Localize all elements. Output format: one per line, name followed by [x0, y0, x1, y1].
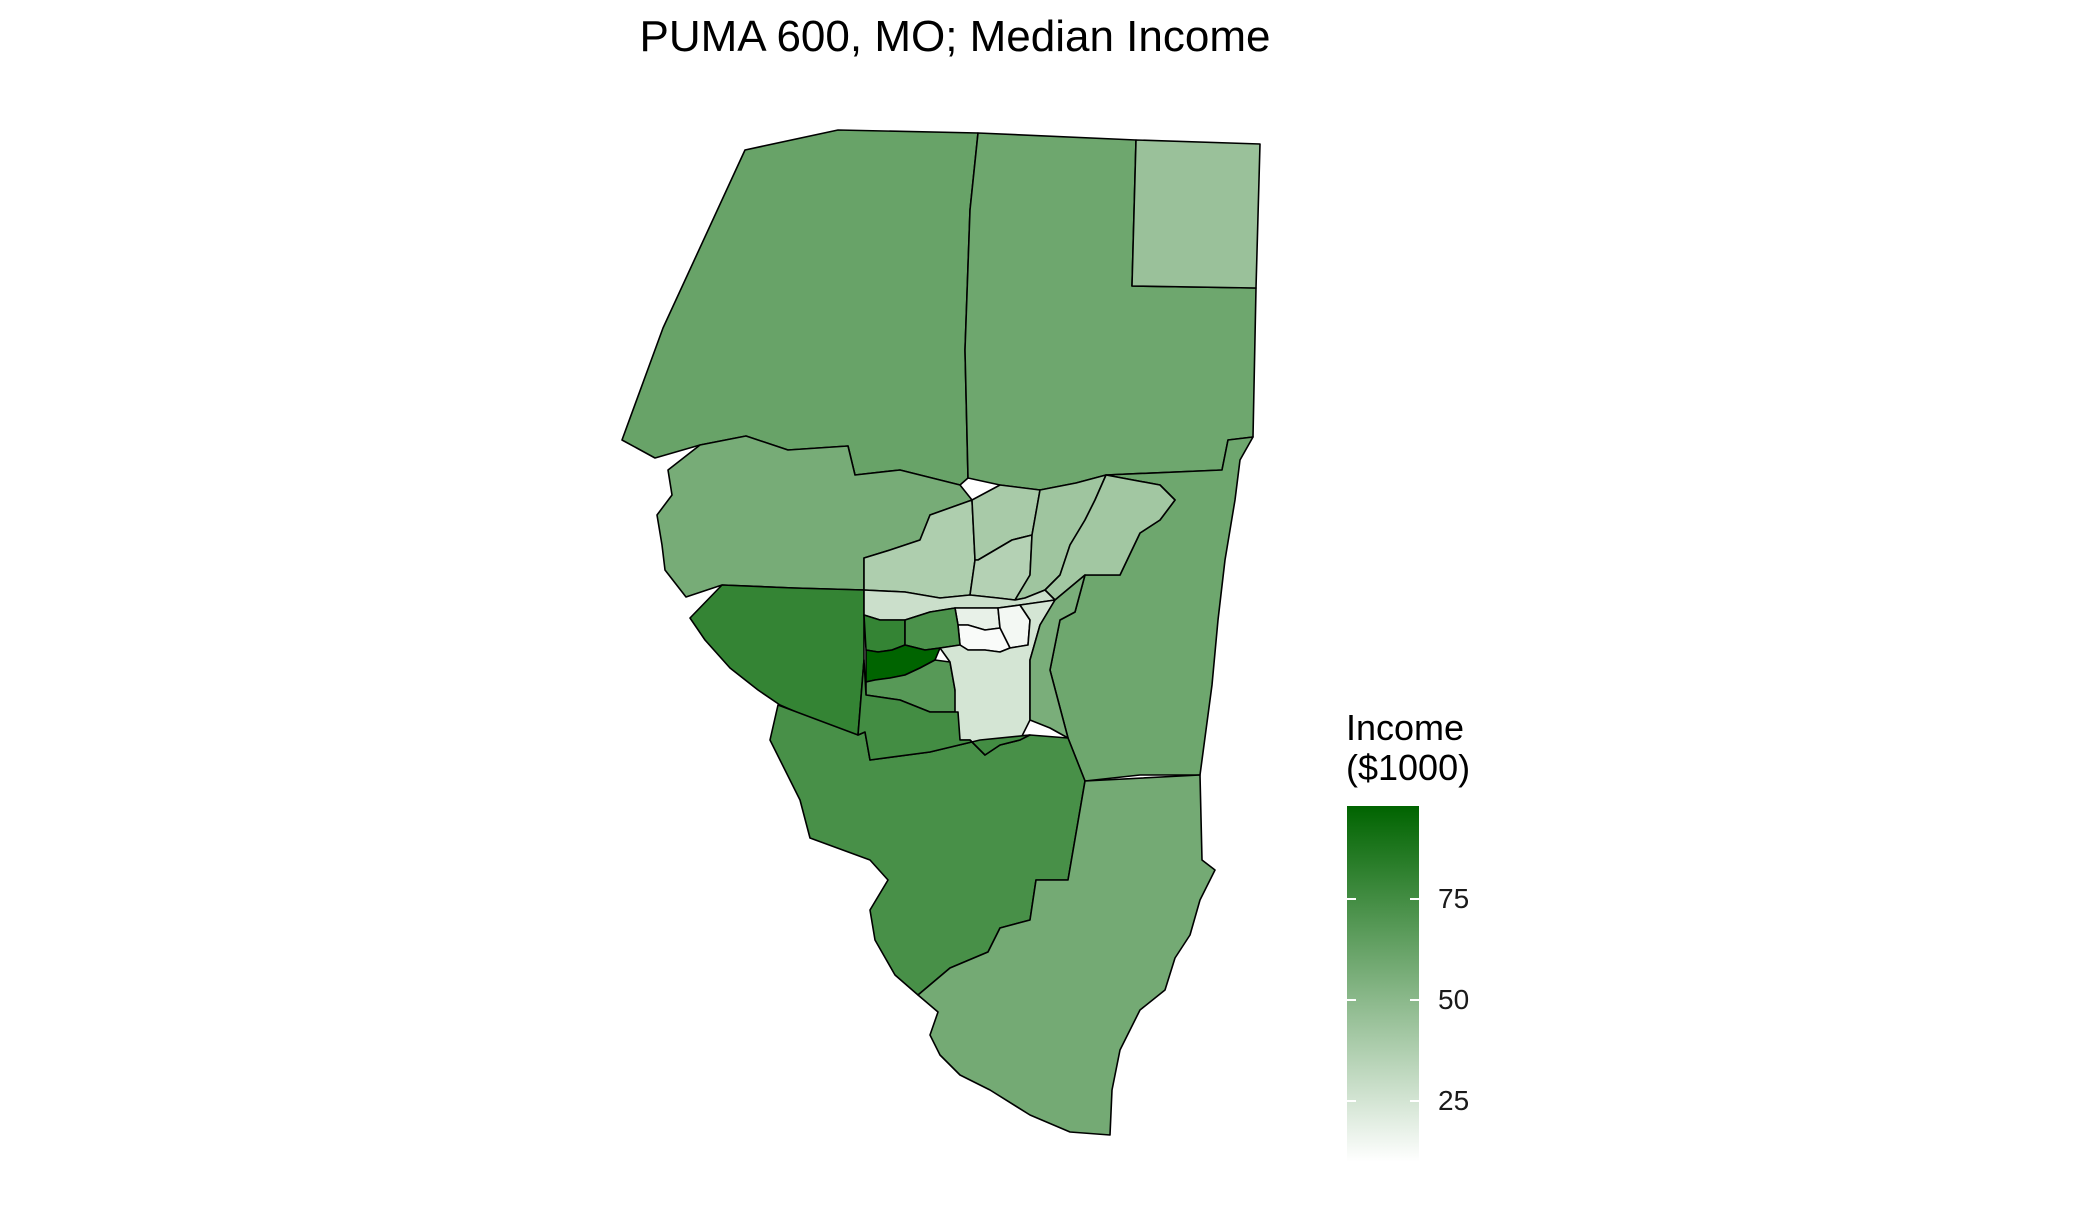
- region-urban-ssw-tract[interactable]: [857, 659, 1031, 761]
- legend-title-line1: Income: [1346, 707, 1465, 748]
- legend-title: Income ($1000): [1346, 708, 1470, 788]
- region-nw-tract[interactable]: [621, 129, 979, 486]
- legend-tick-label: 25: [1438, 1085, 1470, 1117]
- legend-tick-left: [1347, 1100, 1356, 1103]
- legend-tick-label: 50: [1438, 984, 1470, 1016]
- legend-tick-left: [1347, 898, 1356, 901]
- region-ne-corner-tract[interactable]: [1131, 139, 1261, 289]
- legend-title-line2: ($1000): [1346, 747, 1471, 788]
- region-urban-sw1-tract[interactable]: [863, 614, 906, 653]
- legend-tick-right: [1410, 1100, 1419, 1103]
- region-urban-se-tract[interactable]: [1029, 574, 1086, 739]
- legend-tick-right: [1410, 898, 1419, 901]
- map-title: PUMA 600, MO; Median Income: [639, 12, 1271, 61]
- region-se-tract[interactable]: [917, 774, 1216, 1136]
- legend-colorbar: [1347, 806, 1419, 1162]
- legend-tick-label: 75: [1438, 883, 1470, 915]
- legend-tick-left: [1347, 999, 1356, 1002]
- legend-tick-right: [1410, 999, 1419, 1002]
